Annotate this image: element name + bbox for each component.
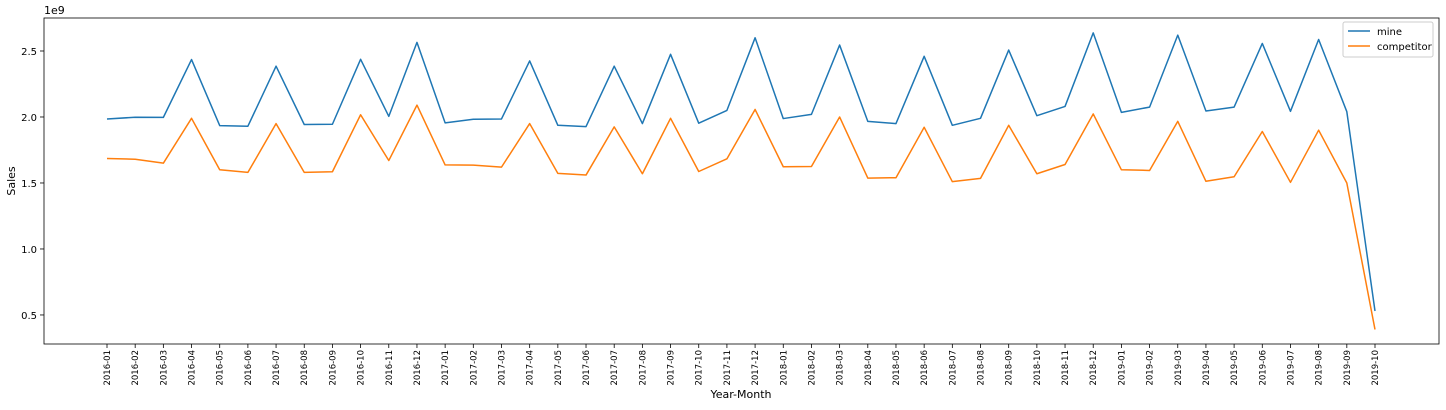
- series-line-competitor: [106, 104, 1376, 330]
- legend-label-competitor: competitor: [1377, 42, 1433, 53]
- x-tick-label: 2017-11: [723, 350, 733, 386]
- x-tick-label: 2019-02: [1146, 350, 1156, 386]
- x-tick-label: 2017-02: [469, 350, 479, 386]
- x-tick-label: 2018-07: [948, 350, 958, 386]
- x-tick-label: 2017-04: [526, 350, 536, 386]
- x-tick-label: 2019-04: [1202, 350, 1212, 386]
- y-tick-label: 0.5: [21, 311, 37, 322]
- x-tick-label: 2019-10: [1371, 350, 1381, 386]
- x-tick-label: 2018-02: [807, 350, 817, 386]
- x-tick-label: 2016-04: [188, 350, 198, 386]
- x-tick-label: 2017-10: [695, 350, 705, 386]
- x-tick-label: 2018-03: [836, 350, 846, 386]
- x-tick-label: 2016-01: [103, 350, 113, 386]
- x-tick-label: 2018-04: [864, 350, 874, 386]
- x-tick-label: 2016-07: [272, 350, 282, 386]
- x-tick-label: 2016-09: [328, 350, 338, 386]
- x-tick-label: 2016-02: [131, 350, 141, 386]
- legend-label-mine: mine: [1377, 27, 1402, 38]
- x-axis: 2016-01 2016-02 2016-03 2016-04 2016-05 2016-…: [103, 344, 1381, 386]
- series-layer: [106, 32, 1376, 330]
- y-tick-label: 1.0: [21, 245, 37, 256]
- y-axis-label: Sales: [5, 166, 18, 196]
- y-offset-text: 1e9: [44, 4, 65, 17]
- x-tick-label: 2019-03: [1174, 350, 1184, 386]
- x-tick-label: 2018-01: [779, 350, 789, 386]
- x-tick-label: 2019-06: [1258, 350, 1268, 386]
- x-tick-label: 2017-01: [441, 350, 451, 386]
- x-tick-label: 2019-05: [1230, 350, 1240, 386]
- x-tick-label: 2019-01: [1117, 350, 1127, 386]
- series-line-mine: [106, 32, 1376, 312]
- x-tick-label: 2017-12: [751, 350, 761, 386]
- x-tick-label: 2018-05: [892, 350, 902, 386]
- x-tick-label: 2019-08: [1315, 350, 1325, 386]
- y-tick-label: 2.5: [21, 47, 37, 58]
- x-tick-label: 2017-06: [582, 350, 592, 386]
- x-tick-label: 2017-07: [610, 350, 620, 386]
- x-tick-label: 2018-10: [1033, 350, 1043, 386]
- y-tick-label: 2.0: [21, 113, 37, 124]
- x-tick-label: 2019-07: [1286, 350, 1296, 386]
- x-tick-label: 2016-12: [413, 350, 423, 386]
- legend: mine competitor: [1342, 21, 1434, 58]
- x-tick-label: 2017-05: [554, 350, 564, 386]
- x-tick-label: 2017-09: [667, 350, 677, 386]
- x-tick-label: 2016-08: [300, 350, 310, 386]
- plot-area-frame: [43, 17, 1440, 345]
- x-tick-label: 2018-09: [1005, 350, 1015, 386]
- x-tick-label: 2016-11: [385, 350, 395, 386]
- x-tick-label: 2016-03: [159, 350, 169, 386]
- y-axis: 0.5 1.0 1.5 2.0 2.5: [21, 47, 44, 322]
- x-tick-label: 2018-11: [1061, 350, 1071, 386]
- x-tick-label: 2017-03: [497, 350, 507, 386]
- x-tick-label: 2016-10: [357, 350, 367, 386]
- x-tick-label: 2019-09: [1343, 350, 1353, 386]
- x-tick-label: 2016-06: [244, 350, 254, 386]
- y-tick-label: 1.5: [21, 179, 37, 190]
- x-tick-label: 2018-12: [1089, 350, 1099, 386]
- x-tick-label: 2017-08: [638, 350, 648, 386]
- x-axis-label: Year-Month: [709, 388, 771, 401]
- x-tick-label: 2018-06: [920, 350, 930, 386]
- x-tick-label: 2016-05: [216, 350, 226, 386]
- x-tick-label: 2018-08: [977, 350, 987, 386]
